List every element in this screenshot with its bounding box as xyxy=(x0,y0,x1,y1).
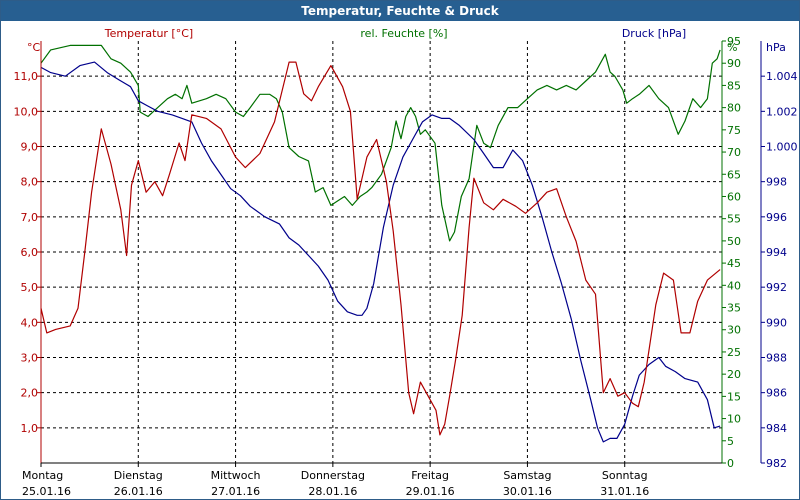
pressure-tick-label: 1.000 xyxy=(766,141,798,154)
pressure-unit-label: hPa xyxy=(766,41,786,54)
temperature-tick-label: 7,0 xyxy=(21,211,39,224)
pressure-tick-label: 982 xyxy=(766,457,787,470)
humidity-tick-label: 30 xyxy=(727,324,741,337)
pressure-axis-title: Druck [hPa] xyxy=(622,27,686,40)
temperature-tick-label: 5,0 xyxy=(21,281,39,294)
temperature-tick-label: 3,0 xyxy=(21,352,39,365)
humidity-tick-label: 15 xyxy=(727,390,741,403)
humidity-tick-label: 60 xyxy=(727,190,741,203)
temperature-axis-title: Temperatur [°C] xyxy=(104,27,193,40)
humidity-tick-label: 0 xyxy=(727,457,734,470)
humidity-tick-label: 5 xyxy=(727,435,734,448)
humidity-series-line xyxy=(40,44,721,242)
pressure-tick-label: 990 xyxy=(766,316,787,329)
pressure-tick-label: 984 xyxy=(766,422,787,435)
pressure-tick-label: 1.002 xyxy=(766,105,798,118)
x-date-label: 30.01.16 xyxy=(503,485,552,498)
temperature-tick-label: 6,0 xyxy=(21,246,39,259)
x-date-label: 28.01.16 xyxy=(308,485,357,498)
x-date-label: 27.01.16 xyxy=(211,485,260,498)
humidity-tick-label: 70 xyxy=(727,146,741,159)
x-date-label: 31.01.16 xyxy=(600,485,649,498)
temperature-tick-label: 11,0 xyxy=(14,70,39,83)
pressure-tick-label: 992 xyxy=(766,281,787,294)
x-day-label: Freitag xyxy=(411,469,449,482)
humidity-tick-label: 55 xyxy=(727,213,741,226)
humidity-tick-label: 40 xyxy=(727,279,741,292)
pressure-tick-label: 1.004 xyxy=(766,70,798,83)
humidity-tick-label: 25 xyxy=(727,346,741,359)
pressure-tick-label: 996 xyxy=(766,211,787,224)
humidity-tick-label: 35 xyxy=(727,302,741,315)
temperature-tick-label: 2,0 xyxy=(21,387,39,400)
pressure-tick-label: 986 xyxy=(766,387,787,400)
temperature-unit-label: °C xyxy=(27,41,41,54)
pressure-tick-label: 994 xyxy=(766,246,787,259)
x-date-label: 26.01.16 xyxy=(114,485,163,498)
series-layer xyxy=(40,44,721,443)
pressure-tick-label: 988 xyxy=(766,352,787,365)
x-day-label: Dienstag xyxy=(114,469,163,482)
x-day-label: Samstag xyxy=(503,469,551,482)
humidity-tick-label: 75 xyxy=(727,124,741,137)
temperature-series-line xyxy=(40,61,721,436)
humidity-tick-label: 50 xyxy=(727,235,741,248)
humidity-tick-label: 80 xyxy=(727,102,741,115)
x-date-label: 25.01.16 xyxy=(22,485,71,498)
x-day-label: Sonntag xyxy=(602,469,648,482)
humidity-tick-label: 10 xyxy=(727,413,741,426)
humidity-axis-title: rel. Feuchte [%] xyxy=(360,27,447,40)
temperature-tick-label: 1,0 xyxy=(21,422,39,435)
humidity-tick-label: 45 xyxy=(727,257,741,270)
humidity-unit-label: % xyxy=(727,41,737,54)
humidity-tick-label: 90 xyxy=(727,57,741,70)
temperature-tick-label: 8,0 xyxy=(21,176,39,189)
temperature-tick-label: 10,0 xyxy=(14,105,39,118)
humidity-tick-label: 95 xyxy=(727,35,741,48)
x-day-label: Donnerstag xyxy=(301,469,365,482)
grid xyxy=(41,41,722,463)
x-date-label: 29.01.16 xyxy=(406,485,455,498)
pressure-series-line xyxy=(40,61,721,443)
x-day-label: Mittwoch xyxy=(211,469,261,482)
humidity-tick-label: 85 xyxy=(727,79,741,92)
humidity-tick-label: 65 xyxy=(727,168,741,181)
x-day-label: Montag xyxy=(22,469,63,482)
pressure-tick-label: 998 xyxy=(766,176,787,189)
axis-labels: 1,0 2,0 3,0 4,0 5,0 6,0 7,0 8,0 9,0 10,0 11,0 °C 0 5 1… xyxy=(14,35,798,498)
temperature-tick-label: 4,0 xyxy=(21,316,39,329)
temperature-tick-label: 9,0 xyxy=(21,141,39,154)
humidity-tick-label: 20 xyxy=(727,368,741,381)
chart-title: Temperatur, Feuchte & Druck xyxy=(1,1,799,21)
